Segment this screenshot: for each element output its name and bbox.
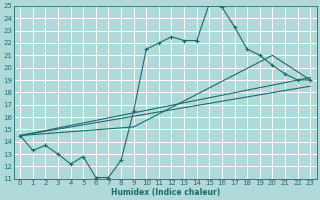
X-axis label: Humidex (Indice chaleur): Humidex (Indice chaleur) <box>111 188 220 197</box>
